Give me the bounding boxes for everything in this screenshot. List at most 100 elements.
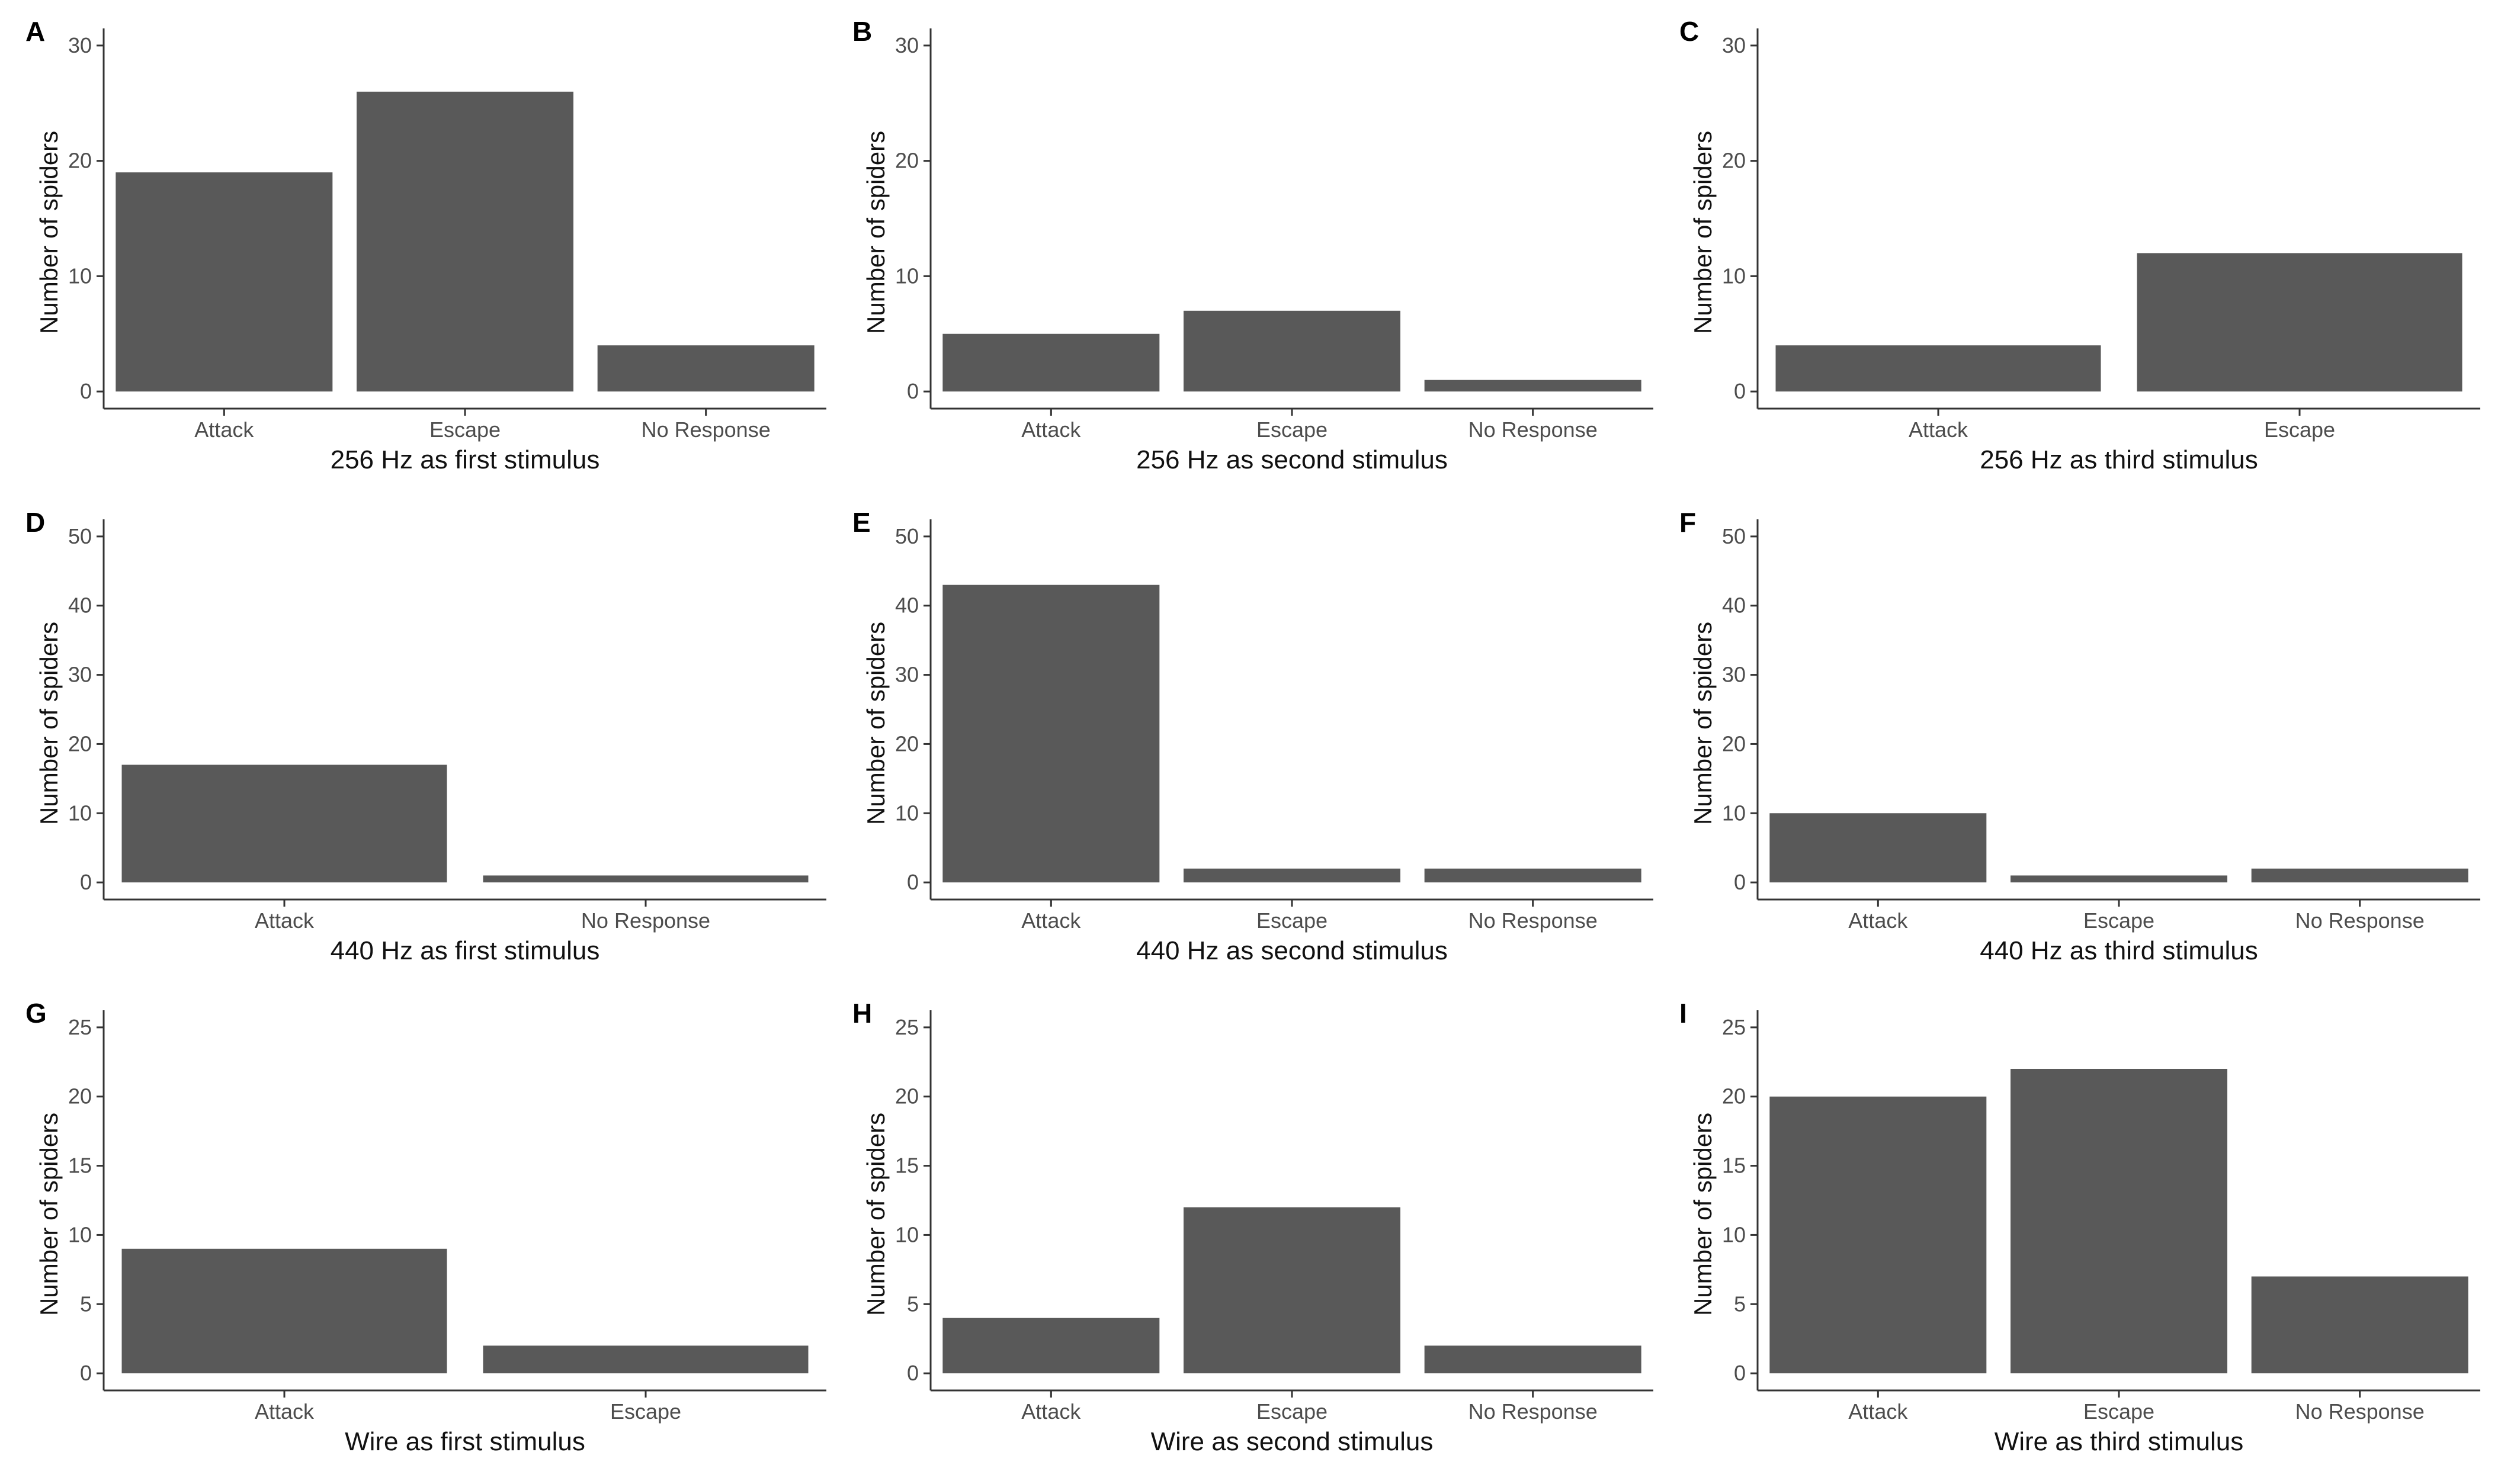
x-tick-label: Attack bbox=[255, 908, 315, 933]
y-tick-label: 20 bbox=[68, 1084, 92, 1109]
bar-attack bbox=[1769, 1096, 1987, 1374]
y-tick-label: 15 bbox=[1722, 1154, 1746, 1178]
bar-no-response bbox=[1424, 868, 1641, 883]
y-tick-label: 20 bbox=[68, 149, 92, 173]
x-tick-label: No Response bbox=[1468, 908, 1598, 933]
y-tick-label: 10 bbox=[68, 264, 92, 288]
bar-chart-svg: 0 5 10 15 20 25 Attack Escape bbox=[68, 1010, 826, 1424]
x-tick-label: No Response bbox=[1468, 417, 1598, 442]
x-tick-label: No Response bbox=[2295, 908, 2425, 933]
y-tick-label: 0 bbox=[907, 870, 919, 894]
y-tick-label: 0 bbox=[1734, 379, 1746, 403]
x-tick-label: No Response bbox=[642, 417, 771, 442]
x-tick-label: Escape bbox=[1256, 1399, 1328, 1424]
x-tick-label: Attack bbox=[1909, 417, 1968, 442]
x-tick-label: Escape bbox=[1256, 417, 1328, 442]
y-tick-label: 40 bbox=[68, 593, 92, 618]
y-tick-label: 25 bbox=[68, 1015, 92, 1039]
y-tick-label: 5 bbox=[80, 1292, 92, 1316]
x-tick-label: No Response bbox=[1468, 1399, 1598, 1424]
panel-letter: D bbox=[25, 507, 46, 538]
bar-escape bbox=[2011, 875, 2227, 883]
panel-letter: E bbox=[852, 507, 871, 538]
bar-no-response bbox=[1424, 380, 1641, 392]
panel-letter: G bbox=[25, 998, 47, 1029]
x-tick-label: Attack bbox=[1848, 908, 1908, 933]
y-tick-label: 0 bbox=[907, 1361, 919, 1385]
x-axis-label: Wire as third stimulus bbox=[1994, 1427, 2244, 1456]
x-tick-label: Attack bbox=[1848, 1399, 1908, 1424]
x-axis-label: 256 Hz as first stimulus bbox=[330, 445, 600, 474]
bar-attack bbox=[1775, 345, 2101, 392]
y-tick-label: 30 bbox=[1722, 33, 1746, 57]
x-tick-label: Escape bbox=[2264, 417, 2335, 442]
y-tick-label: 50 bbox=[68, 524, 92, 548]
y-tick-label: 0 bbox=[80, 379, 92, 403]
chart-panel-g: G Number of spiders Wire as first stimulus… bbox=[9, 992, 838, 1484]
bar-no-response bbox=[1424, 1345, 1641, 1374]
y-tick-label: 10 bbox=[68, 1222, 92, 1247]
x-tick-label: Attack bbox=[255, 1399, 315, 1424]
bar-chart-svg: 0 10 20 30 40 50 Attack Escape No Response bbox=[1722, 519, 2480, 933]
x-tick-label: Escape bbox=[610, 1399, 681, 1424]
chart-panel-d: D Number of spiders 440 Hz as first stimul… bbox=[9, 502, 838, 993]
bar-attack bbox=[1769, 813, 1987, 883]
x-tick-label: Attack bbox=[1021, 908, 1081, 933]
y-tick-label: 30 bbox=[895, 33, 919, 57]
bar-attack bbox=[116, 172, 333, 392]
x-tick-label: Escape bbox=[2083, 1399, 2154, 1424]
bar-attack bbox=[942, 584, 1160, 883]
y-tick-label: 5 bbox=[1734, 1292, 1746, 1316]
y-tick-label: 0 bbox=[1734, 1361, 1746, 1385]
x-tick-label: No Response bbox=[2295, 1399, 2425, 1424]
x-tick-label: Attack bbox=[1021, 1399, 1081, 1424]
chart-panel-a: A Number of spiders 256 Hz as first stimul… bbox=[9, 11, 838, 502]
chart-panel-c: C Number of spiders 256 Hz as third stimul… bbox=[1663, 11, 2492, 502]
bar-escape bbox=[1184, 310, 1400, 392]
y-tick-label: 50 bbox=[1722, 524, 1746, 548]
bar-no-response bbox=[2251, 1276, 2468, 1374]
panel-letter: H bbox=[852, 998, 873, 1029]
bar-chart-svg: 0 5 10 15 20 25 Attack Escape No Response bbox=[1722, 1010, 2480, 1424]
bar-no-response bbox=[483, 875, 809, 883]
x-tick-label: Attack bbox=[1021, 417, 1081, 442]
y-tick-label: 20 bbox=[1722, 731, 1746, 756]
bar-no-response bbox=[597, 345, 815, 392]
y-tick-label: 10 bbox=[895, 264, 919, 288]
y-tick-label: 20 bbox=[68, 731, 92, 756]
y-tick-label: 20 bbox=[895, 149, 919, 173]
x-axis-label: Wire as second stimulus bbox=[1150, 1427, 1434, 1456]
x-tick-label: Attack bbox=[194, 417, 254, 442]
y-tick-label: 10 bbox=[895, 1222, 919, 1247]
y-tick-label: 15 bbox=[895, 1154, 919, 1178]
bar-escape bbox=[1184, 1207, 1400, 1374]
bar-chart-svg: 0 10 20 30 Attack Escape No Response bbox=[68, 28, 826, 442]
y-tick-label: 0 bbox=[80, 1361, 92, 1385]
bar-escape bbox=[2011, 1068, 2227, 1374]
x-tick-label: Escape bbox=[1256, 908, 1328, 933]
panel-letter: I bbox=[1679, 998, 1687, 1029]
panel-letter: A bbox=[25, 16, 46, 47]
bar-chart-svg: 0 10 20 30 Attack Escape No Response bbox=[895, 28, 1653, 442]
bar-escape bbox=[357, 91, 573, 392]
chart-panel-f: F Number of spiders 440 Hz as third stimul… bbox=[1663, 502, 2492, 993]
y-tick-label: 10 bbox=[68, 801, 92, 825]
chart-panel-e: E Number of spiders 440 Hz as second stimu… bbox=[836, 502, 1665, 993]
bar-escape bbox=[483, 1345, 809, 1374]
y-tick-label: 20 bbox=[895, 731, 919, 756]
y-tick-label: 20 bbox=[1722, 1084, 1746, 1109]
x-axis-label: 256 Hz as second stimulus bbox=[1136, 445, 1448, 474]
x-axis-label: Wire as first stimulus bbox=[345, 1427, 585, 1456]
x-axis-label: 256 Hz as third stimulus bbox=[1980, 445, 2258, 474]
bar-chart-svg: 0 5 10 15 20 25 Attack Escape No Response bbox=[895, 1010, 1653, 1424]
y-tick-label: 30 bbox=[68, 663, 92, 687]
y-tick-label: 10 bbox=[895, 801, 919, 825]
y-tick-label: 0 bbox=[1734, 870, 1746, 894]
chart-panel-h: H Number of spiders Wire as second stimulu… bbox=[836, 992, 1665, 1484]
bar-chart-svg: 0 10 20 30 40 50 Attack No Response bbox=[68, 519, 826, 933]
bar-attack bbox=[942, 333, 1160, 392]
chart-panel-b: B Number of spiders 256 Hz as second stimu… bbox=[836, 11, 1665, 502]
x-axis-label: 440 Hz as third stimulus bbox=[1980, 936, 2258, 965]
panel-letter: C bbox=[1679, 16, 1700, 47]
y-tick-label: 10 bbox=[1722, 801, 1746, 825]
